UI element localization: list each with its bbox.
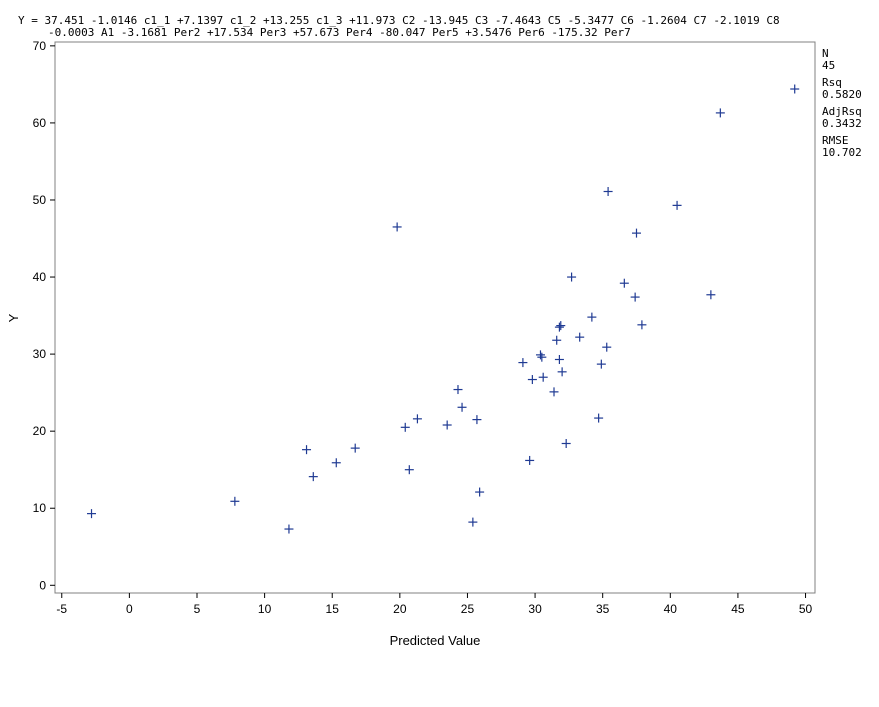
- x-tick-label: 40: [664, 602, 678, 616]
- data-point: [602, 342, 612, 352]
- data-point: [308, 472, 318, 482]
- data-point: [631, 228, 641, 238]
- stat-value: 45: [822, 59, 835, 72]
- data-point: [284, 524, 294, 534]
- y-tick-label: 20: [33, 424, 47, 438]
- data-point: [400, 422, 410, 432]
- x-tick-label: 5: [194, 602, 201, 616]
- x-tick-label: 25: [461, 602, 475, 616]
- data-point: [552, 335, 562, 345]
- x-tick-label: 20: [393, 602, 407, 616]
- data-point: [637, 320, 647, 330]
- data-point: [596, 359, 606, 369]
- stat-label: RMSE: [822, 134, 849, 147]
- data-point: [587, 312, 597, 322]
- data-point: [535, 350, 545, 360]
- equation-line-1: Y = 37.451 -1.0146 c1_1 +7.1397 c1_2 +13…: [18, 14, 780, 27]
- stat-label: N: [822, 47, 829, 60]
- data-point: [619, 278, 629, 288]
- data-point: [549, 387, 559, 397]
- x-tick-label: 45: [731, 602, 745, 616]
- data-point: [302, 445, 312, 455]
- data-point: [561, 438, 571, 448]
- data-point: [556, 321, 566, 331]
- data-point: [350, 443, 360, 453]
- data-point: [475, 487, 485, 497]
- stat-value: 10.702: [822, 146, 862, 159]
- y-tick-label: 0: [39, 578, 46, 592]
- data-point: [87, 509, 97, 519]
- stat-value: 0.3432: [822, 117, 862, 130]
- data-point: [575, 332, 585, 342]
- y-tick-label: 40: [33, 270, 47, 284]
- plot-area-frame: [54, 41, 816, 594]
- y-axis-ticks: 0 10 20 30 40 50 60 70: [33, 39, 55, 592]
- data-point: [538, 372, 548, 382]
- data-point: [392, 222, 402, 232]
- data-point: [567, 272, 577, 282]
- data-point: [457, 402, 467, 412]
- stat-label: AdjRsq: [822, 105, 862, 118]
- data-points: [87, 84, 800, 534]
- y-tick-label: 70: [33, 39, 47, 53]
- y-tick-label: 50: [33, 193, 47, 207]
- x-tick-label: 10: [258, 602, 272, 616]
- y-tick-label: 10: [33, 501, 47, 515]
- data-point: [453, 385, 463, 395]
- data-point: [230, 496, 240, 506]
- data-point: [412, 414, 422, 424]
- data-point: [603, 187, 613, 197]
- x-tick-label: 30: [528, 602, 542, 616]
- data-point: [672, 200, 682, 210]
- data-point: [537, 352, 547, 362]
- x-tick-label: 15: [326, 602, 340, 616]
- stat-value: 0.5820: [822, 88, 862, 101]
- data-point: [527, 375, 537, 385]
- data-point: [442, 420, 452, 430]
- data-point: [790, 84, 800, 94]
- data-point: [554, 322, 564, 332]
- x-axis-label: Predicted Value: [390, 633, 481, 648]
- x-tick-label: 50: [799, 602, 813, 616]
- data-point: [706, 290, 716, 300]
- x-tick-label: 35: [596, 602, 610, 616]
- data-point: [525, 455, 535, 465]
- x-tick-label: 0: [126, 602, 133, 616]
- data-point: [331, 458, 341, 468]
- data-point: [630, 292, 640, 302]
- data-point: [715, 108, 725, 118]
- x-axis-ticks: -5 0 5 10 15 20 25 30 35 40 45 50: [56, 593, 813, 616]
- data-point: [557, 367, 567, 377]
- data-point: [518, 358, 528, 368]
- data-point: [468, 517, 478, 527]
- data-point: [554, 354, 564, 364]
- data-point: [404, 465, 414, 475]
- x-tick-label: -5: [56, 602, 67, 616]
- y-axis-label: Y: [6, 313, 21, 322]
- y-tick-label: 60: [33, 116, 47, 130]
- equation-line-2: -0.0003 A1 -3.1681 Per2 +17.534 Per3 +57…: [48, 26, 631, 39]
- data-point: [594, 413, 604, 423]
- data-point: [472, 415, 482, 425]
- y-tick-label: 30: [33, 347, 47, 361]
- stat-label: Rsq: [822, 76, 842, 89]
